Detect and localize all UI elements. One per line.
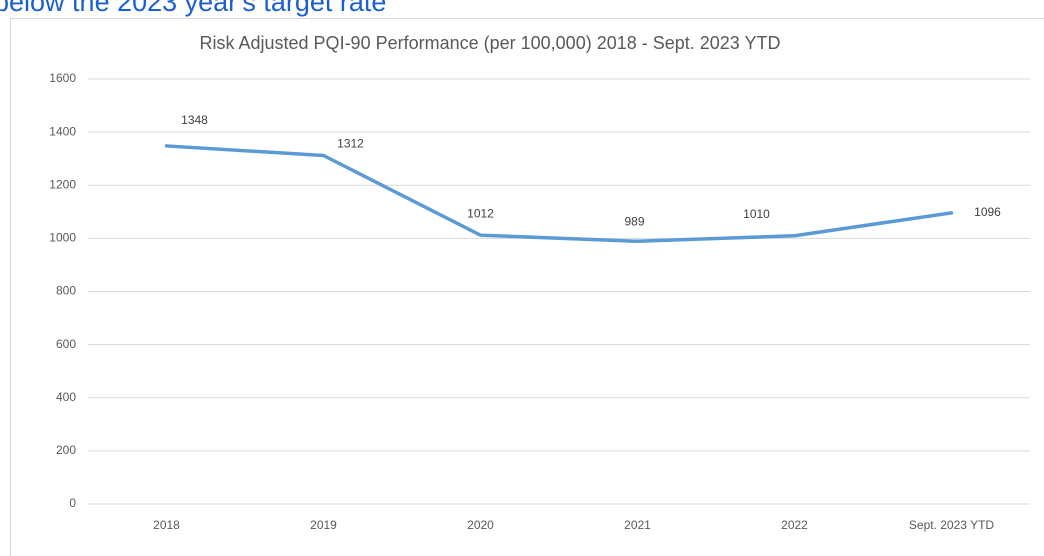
data-label: 1312 (337, 137, 364, 151)
data-label: 1096 (974, 205, 1001, 219)
x-tick-label: 2021 (624, 518, 651, 532)
x-tick-label: 2018 (153, 518, 180, 532)
data-label: 1010 (743, 207, 770, 221)
y-tick-label: 800 (56, 284, 76, 298)
data-label: 1348 (181, 113, 208, 127)
y-tick-label: 0 (69, 496, 76, 510)
x-tick-label: 2022 (781, 518, 808, 532)
y-tick-label: 200 (56, 443, 76, 457)
y-tick-label: 600 (56, 337, 76, 351)
data-label: 989 (624, 214, 644, 228)
chart-title: Risk Adjusted PQI-90 Performance (per 10… (200, 33, 781, 53)
y-tick-label: 1400 (49, 124, 76, 138)
y-tick-label: 400 (56, 390, 76, 404)
x-tick-label: 2020 (467, 518, 494, 532)
y-tick-label: 1600 (49, 71, 76, 85)
chart-frame (10, 18, 1044, 556)
data-line (164, 144, 954, 244)
slide-header: below the 2023 year's target rate (0, 0, 386, 17)
x-tick-label: 2019 (310, 518, 337, 532)
x-tick-label: Sept. 2023 YTD (909, 518, 995, 532)
y-tick-label: 1200 (49, 177, 76, 191)
y-tick-label: 1000 (49, 231, 76, 245)
data-label: 1012 (467, 206, 494, 220)
